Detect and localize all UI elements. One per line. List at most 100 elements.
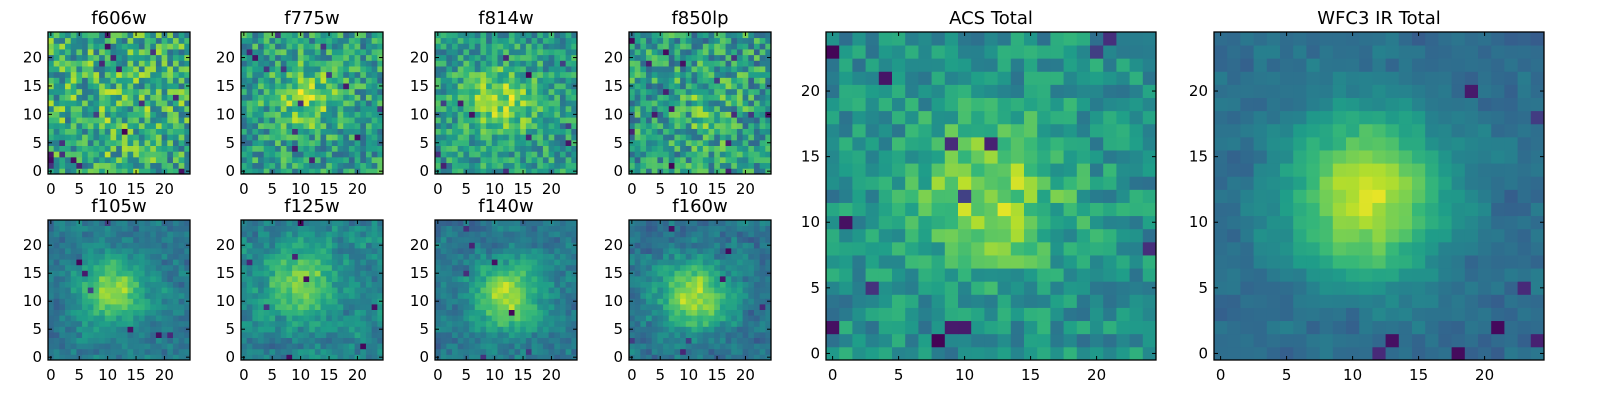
heatmap-cell — [435, 343, 442, 350]
heatmap-cell — [343, 304, 350, 310]
heatmap-cell — [520, 105, 527, 112]
heatmap-cell — [252, 105, 259, 112]
heatmap-cell — [708, 270, 715, 277]
heatmap-cell — [59, 100, 66, 107]
heatmap-cell — [178, 309, 185, 316]
heatmap-cell — [343, 66, 350, 73]
heatmap-cell — [559, 49, 567, 56]
heatmap-cell — [503, 128, 510, 135]
heatmap-cell — [303, 231, 310, 238]
heatmap-cell — [731, 43, 738, 50]
heatmap-cell — [525, 54, 532, 61]
heatmap-cell — [542, 259, 549, 266]
heatmap-cell — [59, 117, 66, 124]
heatmap-cell — [150, 128, 157, 135]
heatmap-cell — [565, 220, 572, 226]
heatmap-cell — [343, 151, 350, 158]
heatmap-cell — [446, 100, 453, 107]
heatmap-cell — [640, 337, 647, 344]
heatmap-cell — [138, 298, 145, 305]
heatmap-cell — [326, 348, 333, 355]
heatmap-cell — [554, 242, 561, 249]
heatmap-cell — [303, 94, 310, 101]
heatmap-cell — [343, 248, 350, 254]
heatmap-cell — [663, 168, 670, 175]
heatmap-cell — [537, 88, 544, 95]
heatmap-cell — [657, 315, 664, 322]
heatmap-cell — [377, 281, 384, 288]
heatmap-cell — [537, 298, 544, 305]
heatmap-cell — [668, 32, 675, 39]
heatmap-cell — [542, 88, 549, 95]
heatmap-cell — [82, 122, 89, 129]
heatmap-cell — [474, 231, 481, 238]
heatmap-cell — [537, 253, 544, 260]
heatmap-cell — [663, 111, 670, 118]
heatmap-cell — [548, 145, 555, 152]
heatmap-cell — [486, 270, 493, 277]
heatmap-cell — [127, 94, 134, 101]
heatmap-cell — [663, 88, 670, 95]
heatmap-cell — [184, 348, 191, 355]
heatmap-cell — [748, 168, 755, 175]
heatmap-cell — [365, 105, 373, 112]
heatmap-cell — [469, 43, 476, 50]
heatmap-cell — [503, 54, 510, 61]
heatmap-cell — [104, 105, 111, 112]
heatmap-cell — [275, 253, 282, 260]
heatmap-cell — [725, 292, 732, 299]
heatmap-cell — [138, 320, 145, 327]
heatmap-cell — [531, 117, 538, 124]
heatmap-cell — [714, 298, 721, 305]
heatmap-cell — [172, 162, 180, 169]
heatmap-cell — [99, 139, 106, 146]
heatmap-cell — [53, 287, 60, 294]
heatmap-cell — [53, 253, 60, 260]
heatmap-cell — [680, 332, 687, 338]
heatmap-cell — [531, 54, 538, 61]
heatmap-cell — [127, 326, 134, 333]
heatmap-cell — [440, 253, 447, 260]
heatmap-cell — [127, 298, 134, 305]
heatmap-cell — [651, 156, 658, 164]
heatmap-cell — [65, 151, 72, 158]
heatmap-cell — [127, 60, 134, 67]
heatmap-cell — [65, 37, 72, 44]
heatmap-cell — [292, 151, 299, 158]
heatmap-cell — [178, 259, 185, 266]
heatmap-cell — [116, 276, 123, 282]
heatmap-cell — [463, 134, 470, 141]
heatmap-cell — [99, 83, 106, 90]
heatmap-cell — [486, 122, 493, 129]
heatmap-cell — [634, 77, 641, 84]
heatmap-cell — [297, 66, 304, 73]
heatmap-cell — [70, 354, 77, 361]
heatmap-cell — [525, 248, 532, 254]
heatmap-cell — [104, 259, 111, 266]
heatmap-cell — [697, 111, 704, 118]
heatmap-cell — [263, 111, 270, 118]
heatmap-cell — [469, 128, 476, 135]
heatmap-cell — [559, 354, 567, 361]
heatmap-cell — [708, 111, 715, 118]
heatmap-cell — [161, 264, 168, 271]
heatmap-cell — [309, 111, 316, 118]
heatmap-cell — [53, 111, 60, 118]
heatmap-cell — [70, 320, 77, 327]
heatmap-cell — [326, 151, 333, 158]
heatmap-cell — [133, 231, 140, 238]
heatmap-cell — [93, 281, 100, 288]
heatmap-cell — [365, 71, 373, 78]
heatmap-cell — [503, 151, 510, 158]
heatmap-cell — [365, 309, 373, 316]
heatmap-cell — [474, 270, 481, 277]
heatmap-cell — [486, 134, 493, 141]
heatmap-cell — [474, 151, 481, 158]
heatmap-cell — [280, 168, 287, 175]
heatmap-cell — [548, 348, 555, 355]
heatmap-cell — [542, 264, 549, 271]
heatmap-cell — [144, 88, 151, 95]
heatmap-cell — [565, 337, 572, 344]
heatmap-cell — [48, 264, 55, 271]
heatmap-cell — [326, 128, 333, 135]
